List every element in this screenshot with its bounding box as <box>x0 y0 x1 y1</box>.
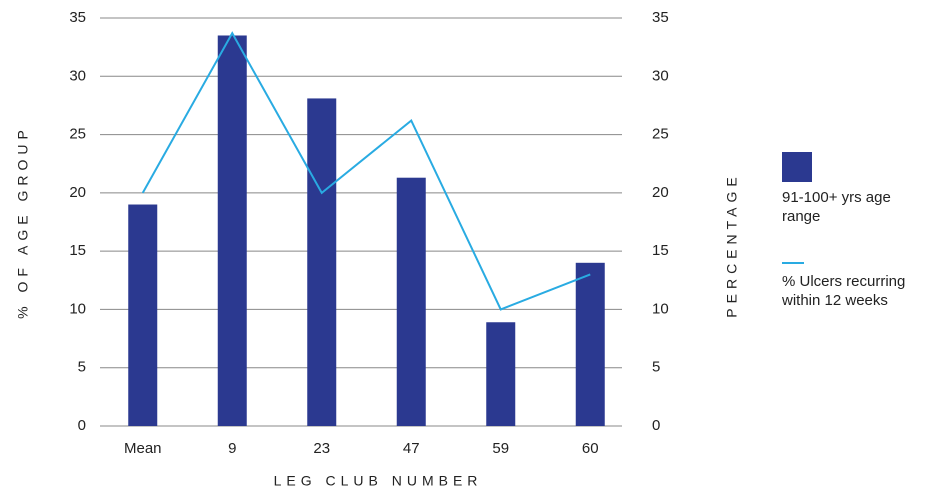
bar <box>486 322 516 426</box>
bar <box>396 177 426 426</box>
y-tick-label: 10 <box>69 300 86 317</box>
x-tick-label: 9 <box>228 440 236 457</box>
x-tick-label: Mean <box>124 440 162 457</box>
y-axis-title: % OF AGE GROUP <box>15 125 31 319</box>
bar <box>575 262 605 426</box>
y-tick-label: 25 <box>69 126 86 143</box>
line <box>141 31 591 311</box>
bar <box>128 204 158 426</box>
y2-axis-title: PERCENTAGE <box>724 172 740 317</box>
y2-tick-label: 0 <box>652 417 660 434</box>
y-tick-label: 0 <box>78 417 86 434</box>
legend-label: % Ulcers recurring within 12 weeks <box>782 273 906 309</box>
legend-swatch <box>782 152 812 182</box>
y-tick-label: 20 <box>69 184 86 201</box>
bar <box>307 98 337 426</box>
y-tick-label: 5 <box>78 359 86 376</box>
legend-label: 91-100+ yrs age range <box>782 189 891 225</box>
x-axis-title: LEG CLUB NUMBER <box>274 473 483 489</box>
x-tick-label: 47 <box>403 440 420 457</box>
legend-swatch <box>782 262 804 264</box>
y2-tick-label: 5 <box>652 359 660 376</box>
y2-tick-label: 30 <box>652 67 669 84</box>
bar <box>217 35 247 426</box>
y2-tick-label: 20 <box>652 184 669 201</box>
y2-tick-label: 35 <box>652 9 669 26</box>
y2-tick-label: 15 <box>652 242 669 259</box>
y-tick-label: 15 <box>69 242 86 259</box>
x-tick-label: 59 <box>492 440 509 457</box>
y2-tick-label: 10 <box>652 300 669 317</box>
y2-tick-label: 25 <box>652 126 669 143</box>
x-tick-label: 23 <box>313 440 330 457</box>
y-tick-label: 30 <box>69 67 86 84</box>
x-tick-label: 60 <box>582 440 599 457</box>
y-tick-label: 35 <box>69 9 86 26</box>
